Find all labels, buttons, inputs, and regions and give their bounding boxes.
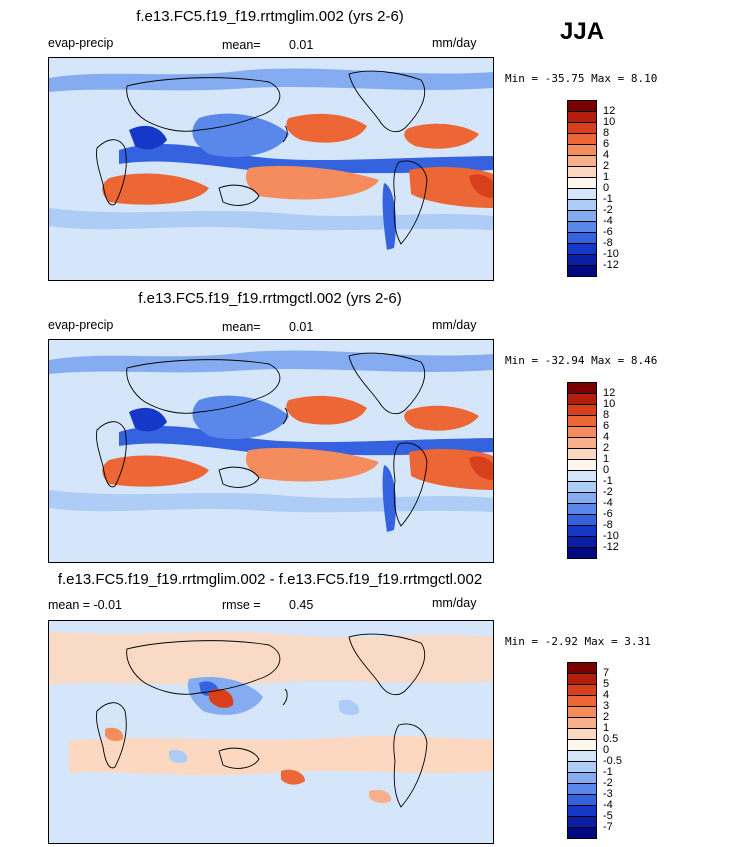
season-label: JJA: [560, 18, 605, 45]
colorbar-swatch: [567, 547, 597, 559]
panel-1-units: mm/day: [432, 36, 477, 50]
colorbar-tick-label: 10: [603, 397, 616, 410]
panel-2-mean-value: 0.01: [289, 320, 314, 334]
colorbar-tick-label: -4: [603, 496, 613, 509]
panel-1-title: f.e13.FC5.f19_f19.rrtmglim.002 (yrs 2-6): [136, 8, 404, 25]
colorbar-tick-label: -2: [603, 776, 613, 789]
colorbar-tick-label: 2: [603, 710, 610, 723]
panel-1-mean-label: mean=: [222, 38, 261, 52]
colorbar-tick-label: 8: [603, 408, 610, 421]
colorbar-tick-label: -12: [603, 540, 619, 553]
colorbar-tick-label: 5: [603, 677, 610, 690]
colorbar-tick-label: -4: [603, 214, 613, 227]
colorbar-tick-label: -8: [603, 236, 613, 249]
colorbar-tick-label: 0: [603, 181, 610, 194]
colorbar-tick-label: 0.5: [603, 732, 619, 745]
colorbar-swatch: [567, 827, 597, 839]
colorbar-tick-label: -1: [603, 192, 613, 205]
colorbar-tick-label: -5: [603, 809, 613, 822]
colorbar-tick-label: 0: [603, 463, 610, 476]
panel-1-colorbar: 12 10 8 6 4 2 1 0 -1 -2 -4 -6 -8 -10 -12: [567, 100, 619, 277]
panel-1-mean-value: 0.01: [289, 38, 314, 52]
colorbar-tick-label: -10: [603, 247, 619, 260]
colorbar-tick-label: -8: [603, 518, 613, 531]
panel-2-variable-label: evap-precip: [48, 318, 114, 332]
colorbar-tick-label: -6: [603, 507, 613, 520]
panel-3-mean-text: mean = -0.01: [48, 598, 123, 612]
colorbar-tick-label: 12: [603, 104, 616, 117]
colorbar-tick-label: -12: [603, 258, 619, 271]
panel-3-rmse-value: 0.45: [289, 598, 314, 612]
colorbar-tick-label: -1: [603, 474, 613, 487]
colorbar-tick-label: 6: [603, 137, 610, 150]
colorbar-tick-label: 4: [603, 430, 610, 443]
colorbar-tick-label: -2: [603, 203, 613, 216]
colorbar-tick-label: -6: [603, 225, 613, 238]
colorbar-tick-label: 1: [603, 452, 610, 465]
colorbar-tick-label: -2: [603, 485, 613, 498]
colorbar-tick-label: 2: [603, 159, 610, 172]
colorbar-tick-label: 7: [603, 666, 610, 679]
panel-3-minmax: Min = -2.92 Max = 3.31: [505, 635, 651, 648]
panel-3-rmse-label: rmse =: [222, 598, 261, 612]
panel-1-minmax: Min = -35.75 Max = 8.10: [505, 72, 658, 85]
colorbar-tick-label: 1: [603, 721, 610, 734]
panel-2-map: [48, 339, 494, 563]
colorbar-tick-label: 3: [603, 699, 610, 712]
colorbar-tick-label: -1: [603, 765, 613, 778]
panel-2-title: f.e13.FC5.f19_f19.rrtmgctl.002 (yrs 2-6): [138, 290, 402, 307]
panel-1-variable-label: evap-precip: [48, 36, 114, 50]
colorbar-tick-label: 8: [603, 126, 610, 139]
colorbar-tick-label: 2: [603, 441, 610, 454]
panel-3-units: mm/day: [432, 596, 477, 610]
colorbar-tick-label: -0.5: [603, 754, 622, 767]
panel-1-map: [48, 57, 494, 281]
panel-3-colorbar: 7 5 4 3 2 1 0.5 0 -0.5 -1 -2 -3 -4 -5 -7: [567, 662, 622, 839]
colorbar-tick-label: -7: [603, 820, 613, 833]
panel-2-units: mm/day: [432, 318, 477, 332]
colorbar-tick-label: -4: [603, 798, 613, 811]
colorbar-tick-label: 0: [603, 743, 610, 756]
colorbar-tick-label: 4: [603, 148, 610, 161]
colorbar-tick-label: 10: [603, 115, 616, 128]
colorbar-tick-label: -10: [603, 529, 619, 542]
colorbar-tick-label: 4: [603, 688, 610, 701]
panel-2-colorbar: 12 10 8 6 4 2 1 0 -1 -2 -4 -6 -8 -10 -12: [567, 382, 619, 559]
panel-2-minmax: Min = -32.94 Max = 8.46: [505, 354, 658, 367]
panel-2-mean-label: mean=: [222, 320, 261, 334]
colorbar-swatch: [567, 265, 597, 277]
colorbar-tick-label: 1: [603, 170, 610, 183]
panel-3-map: [48, 620, 494, 844]
colorbar-tick-label: 12: [603, 386, 616, 399]
colorbar-tick-label: -3: [603, 787, 613, 800]
panel-3-title: f.e13.FC5.f19_f19.rrtmglim.002 - f.e13.F…: [57, 571, 483, 588]
colorbar-tick-label: 6: [603, 419, 610, 432]
